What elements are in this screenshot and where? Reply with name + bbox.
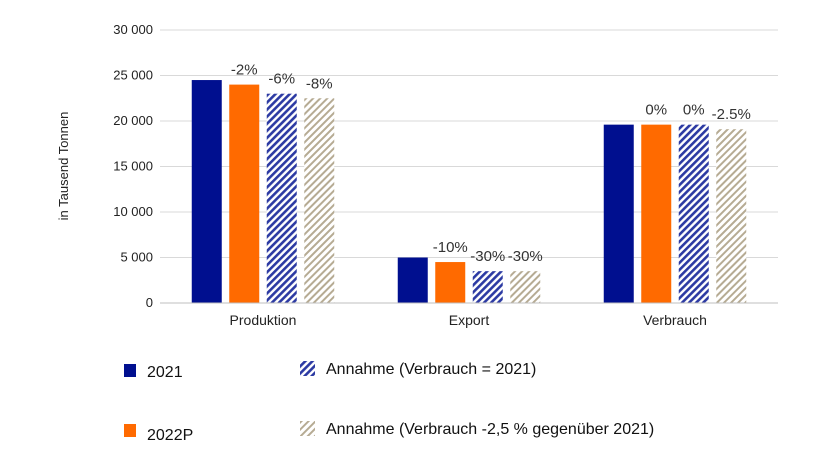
data-label: -6% — [268, 71, 295, 88]
y-tick-label: 25 000 — [113, 68, 153, 83]
data-label: -30% — [470, 248, 505, 265]
y-tick-label: 10 000 — [113, 204, 153, 219]
gridlines — [160, 29, 778, 258]
y-tick-label: 5 000 — [120, 250, 153, 265]
legend-swatch — [300, 421, 315, 436]
legend-swatch — [124, 424, 136, 437]
data-label: -2% — [231, 62, 258, 79]
data-label: -10% — [433, 239, 468, 256]
data-label: -30% — [508, 248, 543, 265]
bar — [641, 124, 672, 303]
y-axis-ticks: 0 5 000 10 000 15 000 20 000 25 000 30 000 — [113, 22, 153, 310]
y-tick-label: 20 000 — [113, 113, 153, 128]
x-axis-categories: Produktion Export Verbrauch — [230, 312, 707, 328]
bar — [603, 124, 634, 303]
legend-label: 2022P — [147, 427, 193, 444]
y-axis-label: in Tausend Tonnen — [56, 112, 71, 221]
data-label: -2.5% — [712, 106, 751, 123]
bar — [472, 271, 503, 303]
legend: 2021 2022P Annahme (Verbrauch = 2021) Annah… — [124, 361, 654, 444]
bar — [397, 257, 428, 303]
bar — [266, 93, 297, 303]
y-tick-label: 30 000 — [113, 22, 153, 37]
data-labels: -2%-6% -8%-10%-30% -30%0% 0% -2.5% — [231, 62, 751, 266]
bar — [229, 84, 260, 303]
legend-swatch — [124, 364, 136, 377]
y-tick-label: 0 — [146, 295, 153, 310]
bar — [304, 98, 335, 303]
data-label: 0% — [645, 102, 667, 119]
x-category-label: Verbrauch — [643, 312, 707, 328]
bars — [191, 80, 747, 303]
bar — [191, 80, 222, 303]
data-label: 0% — [683, 102, 705, 119]
bar — [435, 262, 466, 303]
data-label: -8% — [306, 75, 333, 92]
bar — [716, 129, 747, 303]
legend-label: 2021 — [147, 364, 183, 381]
y-tick-label: 15 000 — [113, 159, 153, 174]
legend-label: Annahme (Verbrauch -2,5 % gegenüber 2021… — [326, 421, 654, 438]
legend-label: Annahme (Verbrauch = 2021) — [326, 361, 536, 378]
x-category-label: Export — [449, 312, 490, 328]
legend-swatch — [300, 361, 315, 376]
bar — [678, 124, 709, 303]
x-category-label: Produktion — [230, 312, 297, 328]
bar — [510, 271, 541, 303]
